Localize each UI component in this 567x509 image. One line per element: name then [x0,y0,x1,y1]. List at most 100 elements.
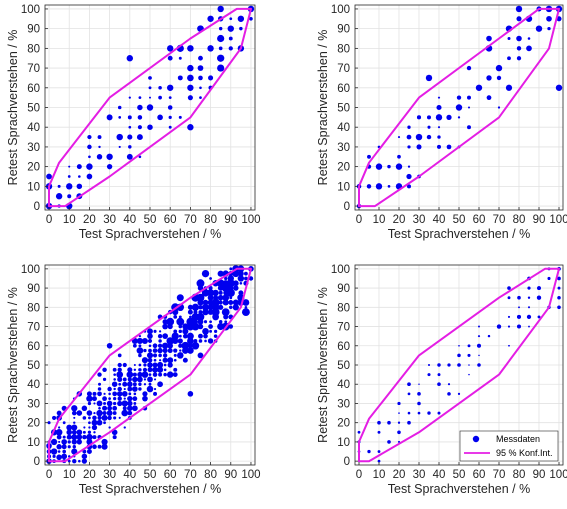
data-point [527,37,531,40]
data-point [537,286,541,290]
data-point [187,391,194,397]
data-point [161,342,169,349]
data-point [136,134,143,141]
data-point [67,445,71,449]
data-point [163,372,167,377]
data-point [66,424,73,431]
data-point [187,347,194,354]
data-point [166,45,174,52]
data-point [123,387,126,391]
data-point [209,320,212,324]
x-axis-label: Test Sprachverstehen / % [79,227,221,241]
data-point [178,324,183,329]
data-point [117,396,122,401]
data-point [56,410,62,416]
y-tick-label: 70 [27,63,40,75]
confidence-ellipse [48,267,252,463]
data-point [229,267,233,271]
data-point [146,385,154,393]
data-point [92,396,97,402]
data-point [153,391,158,396]
data-point [387,185,391,188]
x-tick-label: 60 [473,214,486,226]
data-point [132,396,138,402]
data-point [468,364,470,366]
y-tick-label: 20 [337,162,350,174]
data-point [216,279,225,288]
data-point [86,163,93,170]
y-tick-label: 50 [337,103,350,115]
data-point [427,373,431,377]
data-point [427,411,431,415]
data-point [477,363,481,367]
data-point [137,371,143,378]
data-point [153,329,157,333]
data-point [162,319,168,325]
data-point [228,300,234,305]
data-point [143,348,147,353]
data-point [81,405,88,412]
data-point [221,308,230,317]
data-point [102,405,108,411]
data-point [133,363,136,367]
data-point [187,124,194,131]
data-point [173,353,177,357]
data-point [112,391,118,397]
x-tick-label: 90 [533,214,546,226]
data-point [121,390,128,397]
x-tick-label: 30 [413,469,426,481]
data-point [377,459,381,463]
x-tick-label: 0 [46,469,52,481]
y-tick-label: 60 [337,83,350,95]
data-point [152,366,159,373]
data-point [71,434,78,441]
y-tick-label: 80 [337,43,350,55]
data-point [57,184,61,188]
data-point [425,74,433,82]
data-point [244,271,248,276]
data-point [153,387,157,391]
data-point [106,400,113,407]
data-point [224,320,228,324]
data-point [106,153,113,160]
data-point [507,56,511,61]
y-tick-label: 0 [344,456,350,468]
data-point [416,115,422,120]
y-tick-label: 100 [21,264,40,276]
data-point [467,95,471,100]
data-point [237,15,245,22]
data-point [395,163,403,170]
data-point [202,327,209,335]
x-tick-label: 10 [373,469,386,481]
data-point [157,114,163,121]
data-point [176,317,185,326]
y-tick-label: 60 [27,83,40,95]
data-point [148,344,152,348]
x-tick-label: 50 [144,214,157,226]
data-point [58,440,61,443]
data-point [496,75,502,81]
data-point [76,410,83,416]
data-point [76,183,83,190]
data-point [198,339,203,343]
data-point [117,353,122,358]
data-point [61,453,68,460]
data-point [71,439,77,445]
data-point [557,276,561,281]
data-point [187,309,193,315]
data-point [98,145,101,149]
x-tick-label: 100 [549,214,567,226]
x-tick-label: 100 [241,469,260,481]
data-point [166,317,175,326]
data-point [121,409,129,417]
data-point [152,353,158,358]
data-point [218,304,224,310]
y-tick-label: 30 [27,142,40,154]
chart-panel-1: 0 10 20 30 40 50 60 70 80 90 100 0 10 20 30 40 50 60 70 80 9… [6,4,261,241]
data-point [375,163,383,170]
y-tick-label: 70 [27,322,40,334]
data-point [142,367,148,372]
data-point [197,352,204,359]
data-point [137,125,142,130]
data-point [117,386,122,392]
